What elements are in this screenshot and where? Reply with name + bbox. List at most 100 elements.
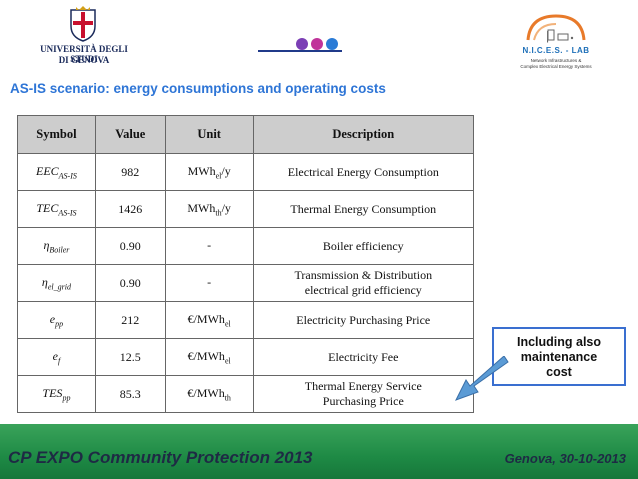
cell-unit: €/MWhel <box>164 301 254 339</box>
value-text: 12.5 <box>119 349 141 364</box>
symbol-subscript: pp <box>55 319 64 329</box>
cell-symbol: ηBoiler <box>17 227 96 265</box>
unit-subscript: th <box>224 393 231 403</box>
cell-description: Transmission & Distribution electrical gr… <box>252 264 475 302</box>
slide-title: AS-IS scenario: energy consumptions and … <box>10 81 386 96</box>
callout-line2: maintenance <box>520 350 598 364</box>
dot-purple <box>296 38 308 50</box>
university-logo: UNIVERSITÀ DEGLI STUDI DI GENOVA <box>28 6 140 70</box>
unit-suffix: /y <box>221 163 231 178</box>
unit-text: €/MWh <box>187 311 225 326</box>
unit-subscript: el <box>224 356 231 366</box>
unit-text: €/MWh <box>187 385 225 400</box>
symbol-subscript: Boiler <box>49 245 70 255</box>
cell-unit: MWhth/y <box>164 190 254 228</box>
table-row: TECAS-IS 1426 MWhth/y Thermal Energy Consum… <box>17 190 475 228</box>
footer-bar: CP EXPO Community Protection 2013 Genova… <box>0 424 638 479</box>
cell-description: Electricity Purchasing Price <box>252 301 475 339</box>
symbol-subscript: AS-IS <box>58 171 77 181</box>
cell-value: 0.90 <box>94 227 166 265</box>
description-line1: Electricity Purchasing Price <box>296 312 431 327</box>
cell-symbol: TECAS-IS <box>17 190 96 228</box>
symbol-subscript: f <box>57 356 61 366</box>
cell-value: 0.90 <box>94 264 166 302</box>
header-divider <box>258 50 342 52</box>
dot-blue <box>326 38 338 50</box>
callout-line3: cost <box>546 365 572 379</box>
lab-logo-icon: | <box>526 14 586 44</box>
cell-unit: - <box>164 227 254 265</box>
cell-value: 12.5 <box>94 338 166 376</box>
cell-value: 982 <box>94 153 166 191</box>
lab-subtitle-line2: Complex Electrical Energy Systems <box>520 64 592 69</box>
symbol-subscript: pp <box>62 393 71 403</box>
parameters-table: Symbol Value Unit Description EECAS-IS 98… <box>17 115 475 413</box>
cell-symbol: ηel_grid <box>17 264 96 302</box>
table-row: ηBoiler 0.90 - Boiler efficiency <box>17 227 475 265</box>
lab-name: N.I.C.E.S. - LAB <box>522 46 590 55</box>
cell-description: Thermal Energy Consumption <box>252 190 475 228</box>
symbol-text: EEC <box>35 163 59 178</box>
symbol-text: e <box>52 348 58 363</box>
lab-logo: | N.I.C.E.S. - LAB Network Infrastructur… <box>500 10 612 76</box>
cell-symbol: epp <box>17 301 96 339</box>
footer-date: Genova, 30-10-2013 <box>504 451 626 466</box>
value-text: 0.90 <box>119 275 141 290</box>
callout-arrow-icon <box>454 356 509 401</box>
unit-text: - <box>207 274 212 289</box>
value-text: 85.3 <box>119 386 141 401</box>
unit-text: MWh <box>187 200 216 215</box>
dot-magenta <box>311 38 323 50</box>
cell-value: 1426 <box>94 190 166 228</box>
table-row: epp 212 €/MWhel Electricity Purchasing Pric… <box>17 301 475 339</box>
cell-symbol: TESpp <box>17 375 96 413</box>
table-row: EECAS-IS 982 MWhel/y Electrical Energy Cons… <box>17 153 475 191</box>
description-line1: Transmission & Distribution <box>294 268 433 282</box>
value-text: 982 <box>121 164 140 179</box>
university-name-line2: DI GENOVA <box>58 55 110 65</box>
maintenance-callout: Including also maintenance cost <box>492 327 626 386</box>
unit-suffix: /y <box>221 200 231 215</box>
symbol-subscript: AS-IS <box>58 208 77 218</box>
cell-value: 85.3 <box>94 375 166 413</box>
university-name-line1: UNIVERSITÀ DEGLI STUDI <box>40 44 128 64</box>
symbol-text: TEC <box>36 200 59 215</box>
cell-unit: MWhel/y <box>164 153 254 191</box>
unit-subscript: th <box>215 208 222 218</box>
symbol-text: η <box>43 237 50 252</box>
table-row: ηel_grid 0.90 - Transmission & Distribution… <box>17 264 475 302</box>
header-unit: Unit <box>164 115 254 154</box>
unit-text: MWh <box>187 163 216 178</box>
description-line1: Electrical Energy Consumption <box>287 164 439 179</box>
cell-description: Thermal Energy Service Purchasing Price <box>252 375 475 413</box>
header-value: Value <box>94 115 166 154</box>
footer-event-name: CP EXPO Community Protection 2013 <box>8 448 313 467</box>
unit-text: €/MWh <box>187 348 225 363</box>
table-row: TESpp 85.3 €/MWhth Thermal Energy Service Pu… <box>17 375 475 413</box>
table-header-row: Symbol Value Unit Description <box>17 115 475 154</box>
cell-unit: €/MWhth <box>164 375 254 413</box>
symbol-text: TES <box>42 385 63 400</box>
cell-value: 212 <box>94 301 166 339</box>
symbol-text: η <box>41 274 48 289</box>
description-line1: Thermal Energy Consumption <box>290 201 437 216</box>
symbol-text: e <box>49 311 56 326</box>
value-text: 0.90 <box>119 238 141 253</box>
value-text: 212 <box>121 312 140 327</box>
cell-unit: €/MWhel <box>164 338 254 376</box>
header-dots <box>296 38 346 52</box>
cell-description: Electrical Energy Consumption <box>252 153 475 191</box>
symbol-subscript: el_grid <box>47 282 71 292</box>
lab-subtitle-line1: Network Infrastructures & <box>530 58 582 63</box>
cell-unit: - <box>164 264 254 302</box>
unit-text: - <box>207 237 212 252</box>
unit-subscript: el <box>224 319 231 329</box>
cell-description: Electricity Fee <box>252 338 475 376</box>
description-line1: Electricity Fee <box>328 349 399 364</box>
table-row: ef 12.5 €/MWhel Electricity Fee <box>17 338 475 376</box>
unit-subscript: el <box>215 171 222 181</box>
description-line2: Purchasing Price <box>322 394 404 408</box>
header-symbol: Symbol <box>17 115 96 154</box>
description-line1: Boiler efficiency <box>322 238 404 253</box>
value-text: 1426 <box>118 201 143 216</box>
